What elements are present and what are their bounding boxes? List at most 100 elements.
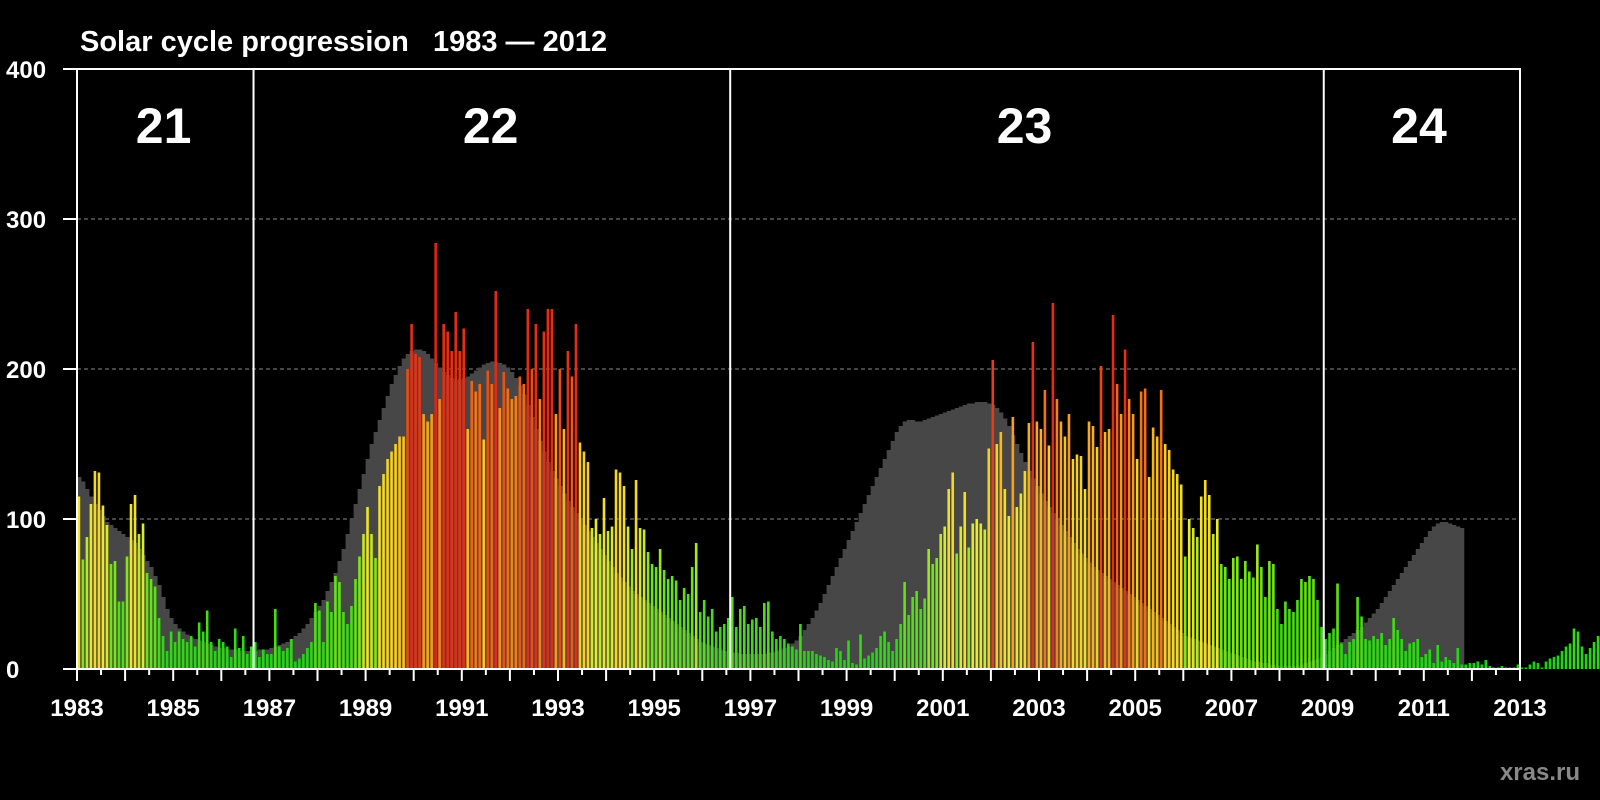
monthly-bar xyxy=(302,654,305,669)
monthly-bar xyxy=(181,639,185,669)
monthly-bar xyxy=(1059,421,1063,669)
monthly-bar xyxy=(799,624,802,669)
monthly-bar xyxy=(935,558,938,669)
smoothed-bar xyxy=(297,633,302,669)
x-axis: 1983 1985 1987 1989 1991 1993 1995 1997 1999 2001… xyxy=(50,669,1547,722)
monthly-bar xyxy=(1276,609,1279,669)
monthly-bar xyxy=(815,654,818,669)
monthly-bar xyxy=(1288,609,1291,669)
chart-title: Solar cycle progression 1983 — 2012 xyxy=(80,26,607,58)
monthly-bar xyxy=(269,654,273,669)
monthly-bar xyxy=(1436,645,1440,669)
y-tick-label: 300 xyxy=(6,207,46,234)
monthly-bar xyxy=(658,549,662,669)
monthly-bar xyxy=(546,309,550,669)
monthly-bar xyxy=(871,652,874,669)
monthly-bar xyxy=(1468,663,1472,669)
monthly-bar xyxy=(237,648,241,669)
monthly-bar xyxy=(1031,342,1035,669)
cycle-label: 23 xyxy=(997,98,1053,154)
smoothed-bar xyxy=(1399,573,1405,669)
monthly-bar xyxy=(867,655,870,669)
monthly-bar xyxy=(225,646,229,669)
monthly-bar xyxy=(1404,651,1407,669)
monthly-bar xyxy=(1292,612,1295,669)
monthly-bar xyxy=(1175,474,1179,669)
monthly-bar xyxy=(77,496,81,669)
monthly-bar xyxy=(177,631,181,669)
monthly-bar xyxy=(1227,579,1231,669)
monthly-bar xyxy=(839,651,842,669)
monthly-bar xyxy=(490,384,494,669)
monthly-bar xyxy=(1388,639,1391,669)
monthly-bar xyxy=(1488,666,1492,669)
monthly-bar xyxy=(1352,639,1355,669)
monthly-bar xyxy=(710,609,714,669)
monthly-bar xyxy=(1087,421,1091,669)
monthly-bar xyxy=(1051,303,1055,669)
smoothed-bar xyxy=(1451,525,1457,669)
monthly-bar xyxy=(1480,664,1484,669)
monthly-bar xyxy=(518,376,522,669)
monthly-bar xyxy=(823,657,826,669)
smoothed-bar xyxy=(373,432,379,669)
monthly-bar xyxy=(1368,640,1371,669)
smoothed-bar xyxy=(341,549,346,669)
monthly-bar xyxy=(398,436,401,669)
smoothed-bar xyxy=(293,636,298,669)
monthly-bar xyxy=(787,643,790,669)
monthly-bar xyxy=(334,576,337,669)
monthly-bar xyxy=(1027,423,1031,669)
x-tick-label: 1997 xyxy=(724,695,777,722)
monthly-bar xyxy=(678,600,682,669)
monthly-bar xyxy=(434,243,437,669)
monthly-bar xyxy=(394,444,397,669)
smoothed-bar xyxy=(1435,523,1441,669)
monthly-bar xyxy=(241,636,245,669)
monthly-bar xyxy=(1015,507,1019,669)
monthly-bar xyxy=(1408,643,1411,669)
monthly-bar xyxy=(698,612,702,669)
monthly-bar xyxy=(1131,414,1135,669)
monthly-bar xyxy=(538,399,542,669)
monthly-bar xyxy=(1528,664,1532,669)
monthly-bar xyxy=(987,448,991,669)
monthly-bar xyxy=(1091,426,1095,669)
monthly-bar xyxy=(903,582,906,669)
monthly-bar xyxy=(1456,648,1460,669)
y-axis: 0 100 200 300 400 xyxy=(6,57,77,684)
monthly-bar xyxy=(81,559,85,669)
monthly-bar xyxy=(566,351,570,669)
monthly-bar xyxy=(1191,528,1195,669)
monthly-bar xyxy=(338,582,341,669)
cycle-labels: 21 22 23 24 xyxy=(136,98,1447,154)
monthly-bar xyxy=(746,624,750,669)
monthly-bar xyxy=(1007,516,1011,669)
monthly-bar xyxy=(650,564,654,669)
monthly-bar xyxy=(1452,663,1456,669)
monthly-bar xyxy=(430,414,433,669)
monthly-bar xyxy=(1039,429,1043,669)
monthly-bar xyxy=(1576,631,1580,669)
monthly-bar xyxy=(750,619,754,669)
monthly-bar xyxy=(530,369,534,669)
monthly-bar xyxy=(666,579,670,669)
monthly-bar xyxy=(1396,630,1399,669)
monthly-bar xyxy=(442,324,445,669)
monthly-bar xyxy=(1163,444,1167,669)
monthly-bar xyxy=(975,519,979,669)
smoothed-bar xyxy=(914,421,920,669)
smoothed-bar xyxy=(898,426,904,669)
monthly-bar xyxy=(1296,600,1299,669)
monthly-bar xyxy=(767,601,770,669)
monthly-bar xyxy=(1127,399,1131,669)
smoothed-bar xyxy=(1387,591,1393,669)
monthly-bar xyxy=(1043,390,1047,669)
monthly-bar xyxy=(1256,544,1259,669)
monthly-bar xyxy=(570,376,574,669)
monthly-bar xyxy=(1416,639,1419,669)
monthly-bar xyxy=(1340,643,1343,669)
smoothed-bar xyxy=(842,549,847,669)
monthly-bar xyxy=(614,469,618,669)
monthly-bar xyxy=(927,549,930,669)
